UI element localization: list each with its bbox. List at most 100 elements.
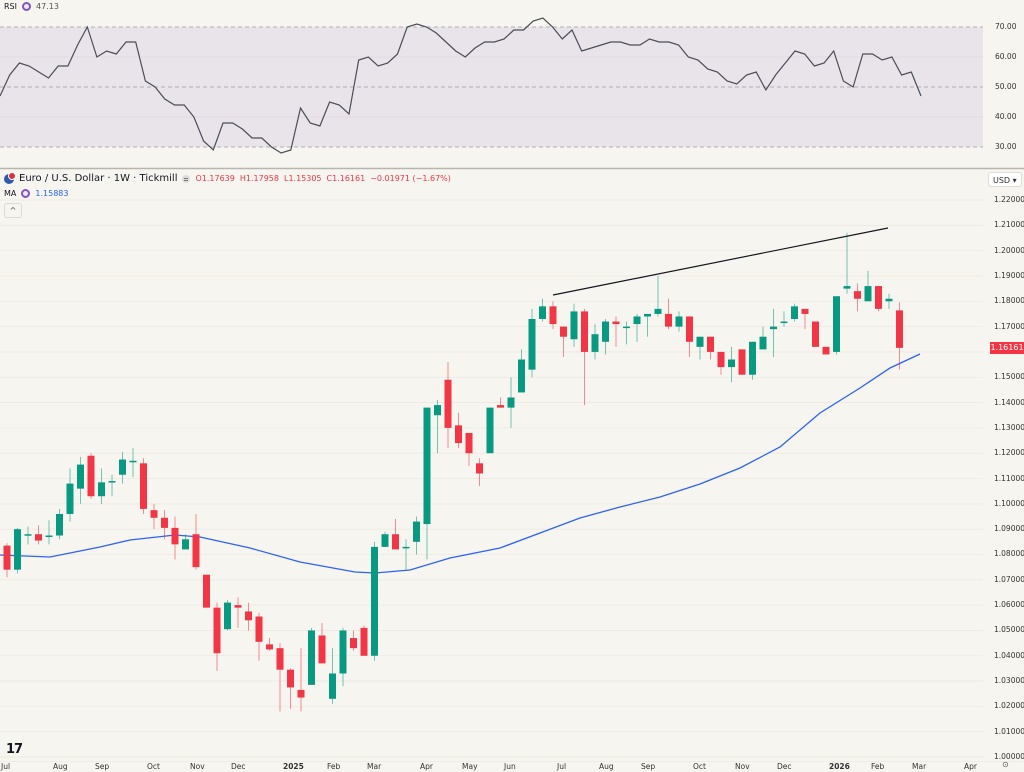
candle-body xyxy=(665,313,672,327)
price-tick-label: 1.04000 xyxy=(994,650,1024,660)
candle-body xyxy=(266,644,273,650)
symbol-title[interactable]: Euro / U.S. Dollar · 1W · Tickmill xyxy=(19,173,178,184)
candle-body xyxy=(339,630,347,674)
time-tick-label: Mar xyxy=(912,762,927,771)
price-tick-label: 1.14000 xyxy=(994,397,1024,407)
ohlc-high: H1.17958 xyxy=(239,174,279,183)
candle-body xyxy=(728,359,735,368)
time-tick-label: Dec xyxy=(777,762,792,771)
candle-body xyxy=(696,336,704,347)
ma-legend: MA 1.15883 xyxy=(4,189,68,198)
candle-body xyxy=(738,349,746,375)
ma-value: 1.15883 xyxy=(35,189,69,198)
candle-body xyxy=(812,321,819,347)
candle-body xyxy=(413,521,420,542)
collapse-legend-button[interactable]: ^ xyxy=(4,203,22,218)
time-tick-label: Sep xyxy=(641,762,656,771)
time-tick-label: May xyxy=(462,762,478,771)
candle-body xyxy=(686,316,693,342)
candle-body xyxy=(381,534,389,547)
candle-body xyxy=(3,545,11,570)
candle-body xyxy=(770,326,777,330)
time-tick-label: Jul xyxy=(557,762,567,771)
candle-body xyxy=(717,351,725,368)
price-tick-label: 1.00000 xyxy=(994,752,1024,762)
candle-body xyxy=(182,539,189,550)
axis-settings-icon[interactable]: ⊙ xyxy=(1002,760,1009,769)
time-tick-label: 2026 xyxy=(829,762,850,771)
candle-body xyxy=(434,405,441,416)
candle-body xyxy=(98,482,105,497)
candle-body xyxy=(602,321,609,342)
price-tick-label: 1.11000 xyxy=(994,473,1024,483)
price-tick-label: 1.21000 xyxy=(994,220,1024,230)
candle-body xyxy=(791,306,798,320)
indicator-settings-icon[interactable] xyxy=(21,189,31,198)
candle-body xyxy=(392,534,399,550)
candle-body xyxy=(108,481,116,483)
moving-average-line xyxy=(0,353,921,574)
candle-body xyxy=(423,407,431,525)
ohlc-close: C1.16161 xyxy=(326,174,366,183)
time-tick-label: Feb xyxy=(871,762,885,771)
indicator-settings-icon[interactable] xyxy=(22,2,31,11)
rsi-tick-label: 50.00 xyxy=(995,82,1017,91)
time-tick-label: Apr xyxy=(964,762,977,771)
candle-body xyxy=(234,605,242,608)
candle-body xyxy=(150,510,158,518)
candle-body xyxy=(633,316,641,325)
equal-icon[interactable] xyxy=(182,174,191,183)
candle-body xyxy=(644,313,651,317)
candle-body xyxy=(759,336,767,350)
time-tick-label: Sep xyxy=(95,762,110,771)
candle-body xyxy=(570,311,578,340)
candle-body xyxy=(675,316,683,327)
price-tick-label: 1.01000 xyxy=(994,726,1024,736)
rsi-tick-label: 30.00 xyxy=(995,142,1017,151)
candle-body xyxy=(780,321,788,324)
candle-body xyxy=(66,483,74,514)
candle-body xyxy=(245,611,252,621)
candle-body xyxy=(612,321,620,325)
candle-body xyxy=(56,513,63,536)
ma-label: MA xyxy=(4,189,17,198)
trendline xyxy=(552,227,889,296)
time-tick-label: Aug xyxy=(599,762,614,771)
price-tick-label: 1.17000 xyxy=(994,321,1024,331)
time-tick-label: Apr xyxy=(420,762,433,771)
candle-body xyxy=(654,308,662,314)
price-tick-label: 1.02000 xyxy=(994,701,1024,711)
candle-body xyxy=(843,286,851,289)
candle-body xyxy=(518,359,525,393)
price-tick-label: 1.05000 xyxy=(994,625,1024,635)
time-tick-label: Jun xyxy=(504,762,516,771)
tradingview-logo-icon[interactable]: 17 xyxy=(6,742,23,757)
time-tick-label: Mar xyxy=(367,762,382,771)
candle-body xyxy=(161,517,168,528)
currency-selector[interactable]: USD ▾ xyxy=(988,172,1022,187)
ohlc-change: −0.01971 (−1.67%) xyxy=(370,174,451,183)
price-tick-label: 1.13000 xyxy=(994,422,1024,432)
ohlc-low: L1.15305 xyxy=(283,174,322,183)
time-tick-label: Oct xyxy=(147,762,160,771)
time-tick-label: Nov xyxy=(190,762,205,771)
candle-body xyxy=(444,379,452,428)
candle-body xyxy=(213,607,221,654)
candle-body xyxy=(402,546,410,549)
time-tick-label: 2025 xyxy=(283,762,304,771)
candle-body xyxy=(560,326,567,337)
price-tick-label: 1.19000 xyxy=(994,270,1024,280)
candle-body xyxy=(549,306,557,325)
candle-body xyxy=(591,334,599,352)
candle-body xyxy=(276,648,284,670)
time-tick-label: Aug xyxy=(53,762,68,771)
candle-body xyxy=(24,534,32,536)
candle-body xyxy=(360,627,368,656)
candle-body xyxy=(539,306,546,320)
candle-body xyxy=(749,341,756,375)
candle-body xyxy=(623,326,630,329)
candle-body xyxy=(465,432,473,454)
candle-body xyxy=(497,405,504,408)
candle-body xyxy=(833,296,840,352)
